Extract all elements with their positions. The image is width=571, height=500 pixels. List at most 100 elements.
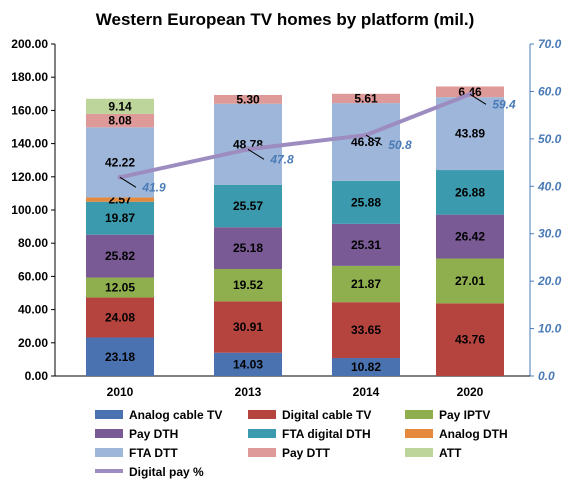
- bar-segment: [86, 98, 154, 114]
- bar-segment-label: 46.87: [351, 135, 381, 149]
- legend-swatch: [248, 448, 276, 457]
- legend-swatch: [95, 429, 123, 438]
- legend-label: Pay IPTV: [439, 408, 490, 422]
- bar-segment-label: 43.89: [455, 127, 485, 141]
- bar-segment-label: 12.05: [105, 281, 135, 295]
- y-tick-label: 160.00: [11, 103, 48, 117]
- bar-segment: [86, 197, 154, 202]
- bar-segment: [86, 234, 154, 278]
- bar-segment-label: 25.57: [233, 199, 263, 213]
- bar-segment-label: 25.31: [351, 238, 381, 252]
- y-tick-label: 0.00: [25, 369, 49, 383]
- bar-segment: [214, 184, 282, 228]
- bar-segment-label: 25.88: [351, 195, 381, 209]
- chart-title: Western European TV homes by platform (m…: [96, 10, 474, 29]
- bar-segment: [332, 103, 400, 181]
- y-tick-label: 60.00: [18, 269, 48, 283]
- line-label-leader: [469, 93, 487, 105]
- bar-segment: [86, 297, 154, 338]
- y-tick-label: 80.00: [18, 236, 48, 250]
- bar-segment: [214, 94, 282, 104]
- y2-tick-label: 70.0: [538, 37, 562, 51]
- bar-segment: [214, 268, 282, 302]
- bar-segment: [86, 337, 154, 376]
- line-digital-pay-pct: [119, 92, 471, 180]
- y2-tick-label: 20.0: [537, 274, 562, 288]
- legend-swatch: [248, 410, 276, 419]
- legend-label: FTA DTT: [129, 446, 178, 460]
- bar-segment-label: 19.52: [233, 278, 263, 292]
- bar-segment-label: 5.61: [354, 91, 378, 105]
- bar-segment-label: 25.18: [233, 241, 263, 255]
- bar-segment: [436, 303, 504, 376]
- legend-label: Pay DTH: [129, 427, 178, 441]
- bar-segment: [86, 127, 154, 198]
- legend-label: Digital pay %: [129, 465, 204, 479]
- bar-segment-label: 25.82: [105, 249, 135, 263]
- bar-segment-label: 14.03: [233, 357, 263, 371]
- x-category-label: 2010: [107, 385, 134, 399]
- bar-segment: [332, 302, 400, 359]
- bar-segment-label: 24.08: [105, 311, 135, 325]
- legend-label: FTA digital DTH: [282, 427, 371, 441]
- bar-segment-label: 27.01: [455, 274, 485, 288]
- bar-segment: [436, 214, 504, 259]
- bar-segment: [332, 223, 400, 266]
- bar-segment: [332, 358, 400, 376]
- bar-segment-label: 9.14: [108, 99, 132, 113]
- bar-segment-label: 42.22: [105, 155, 135, 169]
- bar-segment: [214, 352, 282, 376]
- legend-swatch: [405, 410, 433, 419]
- bar-segment-label: 8.08: [108, 114, 132, 128]
- bar-segment: [214, 301, 282, 353]
- bar-segment: [214, 103, 282, 185]
- bar-segment-label: 19.87: [105, 211, 135, 225]
- line-label-leader: [247, 148, 265, 160]
- legend-swatch: [248, 429, 276, 438]
- legend-label: Analog cable TV: [129, 408, 222, 422]
- y2-tick-label: 50.0: [538, 132, 562, 146]
- bar-segment: [436, 258, 504, 304]
- bar-segment-label: 21.87: [351, 277, 381, 291]
- legend-swatch: [405, 429, 433, 438]
- bar-segment: [86, 277, 154, 298]
- x-category-label: 2014: [353, 385, 380, 399]
- y-tick-label: 180.00: [11, 70, 48, 84]
- legend-swatch: [405, 448, 433, 457]
- bar-segment: [332, 265, 400, 303]
- line-point-label: 50.8: [388, 138, 412, 152]
- y-tick-label: 200.00: [11, 37, 48, 51]
- y-tick-label: 120.00: [11, 170, 48, 184]
- y2-tick-label: 40.0: [537, 179, 562, 193]
- y-tick-label: 20.00: [18, 336, 48, 350]
- y-tick-label: 100.00: [11, 203, 48, 217]
- legend-label: Pay DTT: [282, 446, 331, 460]
- bar-segment-label: 23.18: [105, 350, 135, 364]
- bar-segment-label: 33.65: [351, 323, 381, 337]
- line-point-label: 47.8: [269, 152, 294, 166]
- y2-tick-label: 10.0: [538, 322, 562, 336]
- bar-segment: [436, 97, 504, 171]
- bar-segment-label: 30.91: [233, 320, 263, 334]
- y-tick-label: 140.00: [11, 137, 48, 151]
- bar-segment-label: 26.42: [455, 230, 485, 244]
- bar-segment: [332, 93, 400, 104]
- bar-segment-label: 26.88: [455, 185, 485, 199]
- legend-label: Analog DTH: [439, 427, 508, 441]
- line-label-leader: [119, 176, 137, 188]
- y2-tick-label: 0.0: [538, 369, 555, 383]
- x-category-label: 2013: [235, 385, 262, 399]
- bar-segment: [436, 170, 504, 215]
- bar-segment-label: 43.76: [455, 333, 485, 347]
- line-point-label: 41.9: [141, 180, 166, 194]
- y-tick-label: 40.00: [18, 303, 48, 317]
- y2-tick-label: 60.0: [538, 84, 562, 98]
- legend-swatch: [95, 410, 123, 419]
- bar-segment: [86, 113, 154, 128]
- line-point-label: 59.4: [492, 97, 516, 111]
- bar-segment-label: 10.82: [351, 360, 381, 374]
- y2-tick-label: 30.0: [538, 227, 562, 241]
- bar-segment: [332, 180, 400, 224]
- line-label-leader: [365, 134, 383, 146]
